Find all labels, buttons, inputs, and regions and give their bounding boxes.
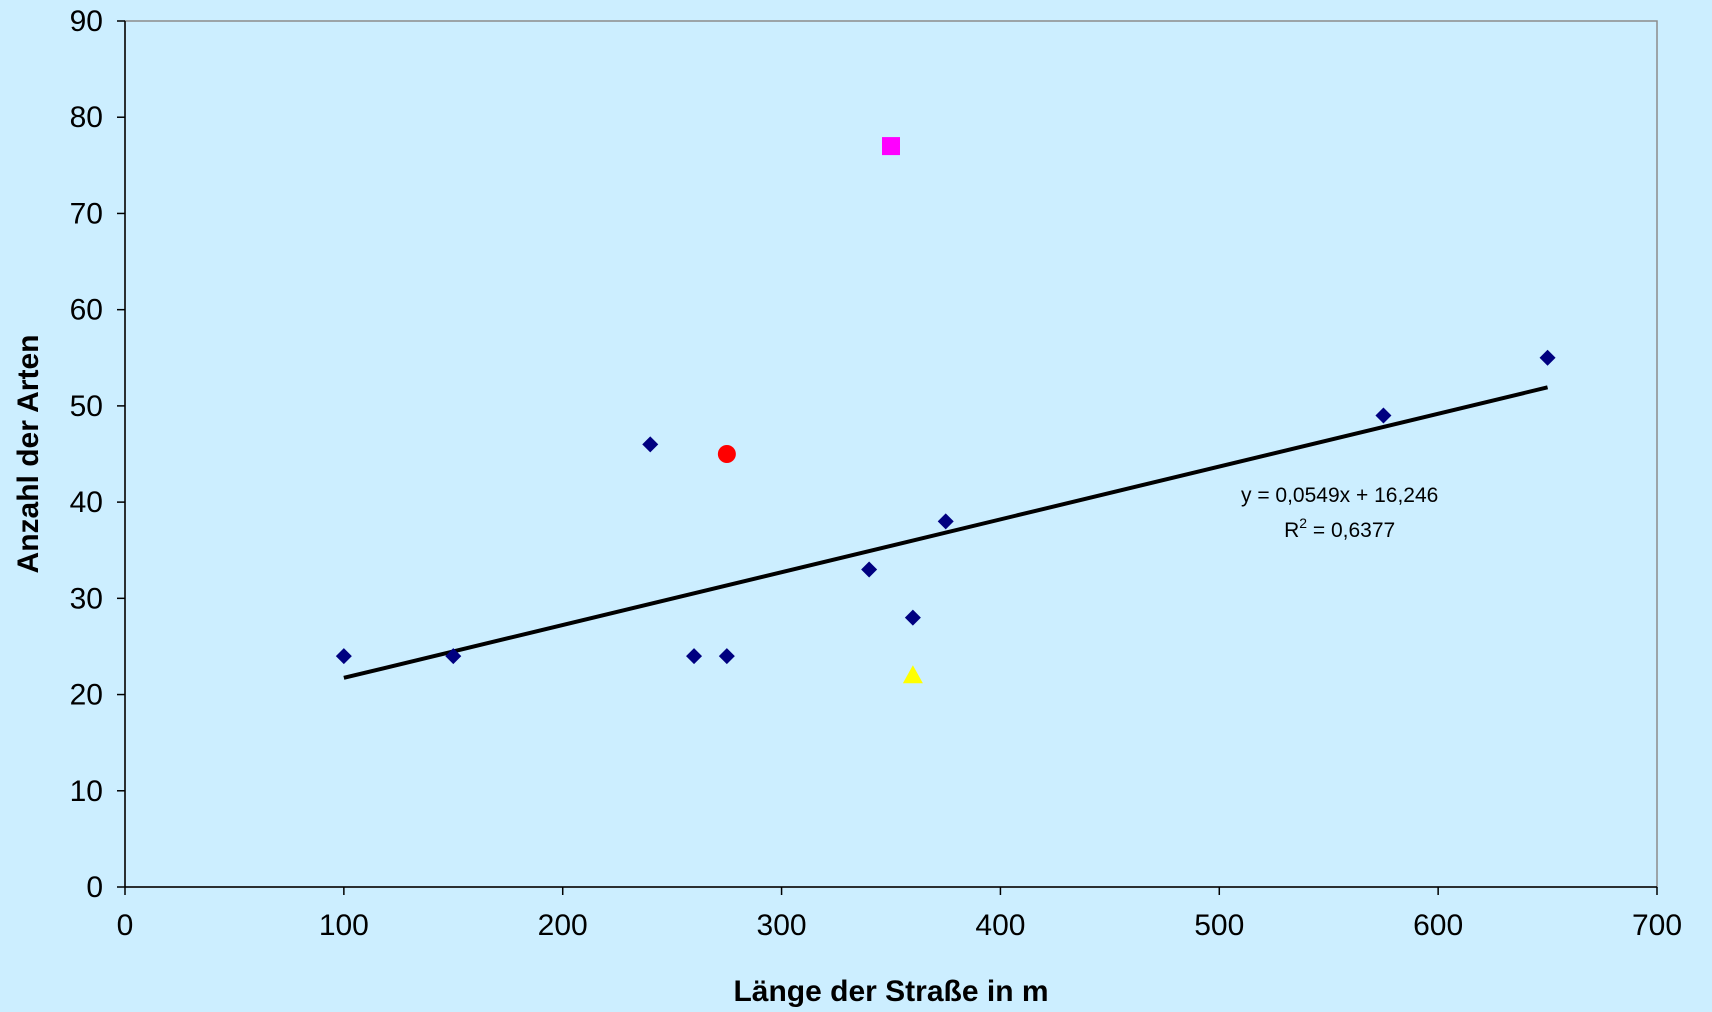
x-tick-label: 700 — [1632, 909, 1682, 942]
x-tick-label: 500 — [1194, 909, 1244, 942]
trendline-equation: y = 0,0549x + 16,246 — [1241, 484, 1438, 507]
y-tick-label: 30 — [70, 582, 103, 615]
y-tick-label: 50 — [70, 390, 103, 423]
data-point-diamond — [861, 561, 878, 578]
trendline-layer — [343, 385, 1549, 680]
trendline — [343, 385, 1549, 680]
x-tick-label: 400 — [975, 909, 1025, 942]
y-axis-title: Anzahl der Arten — [12, 335, 45, 574]
x-axis-title: Länge der Straße in m — [733, 975, 1048, 1008]
x-tick-label: 100 — [319, 909, 369, 942]
r2-value: = 0,6377 — [1307, 519, 1395, 542]
trendline-r-squared: R2 = 0,6377 — [1284, 515, 1395, 542]
y-tick-label: 10 — [70, 775, 103, 808]
data-point-diamond — [686, 648, 703, 665]
trendline-annotation: y = 0,0549x + 16,246 R2 = 0,6377 — [1241, 484, 1438, 542]
x-tick-label: 0 — [117, 909, 134, 942]
r2-prefix: R — [1284, 519, 1299, 542]
data-point-diamond — [642, 436, 659, 453]
axes: 0 10 20 30 40 50 60 70 80 90 0 100 200 300 400 500 600 70… — [70, 5, 1682, 942]
y-tick-label: 60 — [70, 294, 103, 327]
data-point-square — [882, 137, 900, 156]
data-point-circle — [717, 445, 736, 463]
x-tick-label: 600 — [1413, 909, 1463, 942]
data-point-diamond — [937, 513, 954, 530]
y-tick-label: 0 — [86, 871, 103, 904]
data-point-triangle — [902, 665, 923, 684]
data-point-diamond — [335, 648, 352, 665]
r2-superscript: 2 — [1299, 515, 1307, 531]
data-point-diamond — [1539, 349, 1556, 366]
data-point-diamond — [718, 648, 735, 665]
data-point-diamond — [1375, 407, 1392, 424]
y-tick-label: 90 — [70, 5, 103, 38]
markers-layer — [335, 137, 1556, 684]
y-tick-label: 70 — [70, 197, 103, 230]
y-tick-label: 40 — [70, 486, 103, 519]
data-point-diamond — [445, 648, 462, 665]
y-tick-label: 80 — [70, 101, 103, 134]
x-tick-label: 200 — [538, 909, 588, 942]
data-point-diamond — [904, 609, 921, 626]
y-tick-label: 20 — [70, 679, 103, 712]
x-tick-label: 300 — [757, 909, 807, 942]
